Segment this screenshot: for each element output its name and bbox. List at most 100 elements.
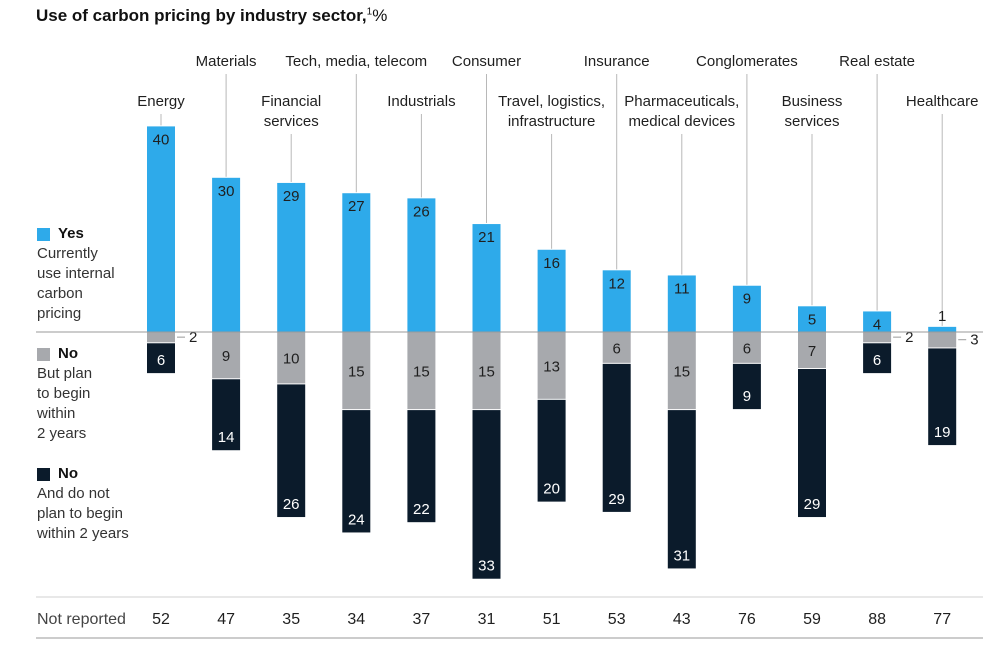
label-yes-1: 30 (218, 183, 235, 200)
category-label-7-line-0: Insurance (584, 53, 650, 70)
label-yes-8: 11 (674, 280, 690, 297)
category-label-6-line-1: infrastructure (508, 113, 596, 130)
not-reported-10: 59 (803, 611, 821, 628)
category-label-12-line-0: Healthcare (906, 93, 979, 110)
label-noplan-9: 9 (743, 388, 751, 405)
label-noplan-1: 14 (218, 429, 235, 446)
bar-plan-4 (407, 332, 436, 410)
label-noplan-11: 6 (873, 352, 881, 369)
legend-yes-head: Yes (58, 225, 84, 242)
label-plan-9: 6 (743, 340, 751, 357)
bar-yes-11 (863, 311, 892, 332)
bar-noplan-8 (667, 410, 696, 569)
bar-noplan-1 (212, 379, 241, 451)
bar-yes-0 (147, 126, 175, 333)
label-noplan-7: 29 (608, 491, 625, 508)
bar-yes-3 (342, 193, 371, 332)
legend-noplan-desc-1: And do not (37, 485, 110, 502)
legend-plan-desc-4: 2 years (37, 425, 87, 442)
category-label-0-line-0: Energy (137, 93, 185, 110)
label-plan-10: 7 (808, 343, 816, 360)
label-noplan-2: 26 (283, 496, 300, 513)
label-yes-6: 16 (543, 255, 560, 272)
label-yes-11: 4 (873, 316, 881, 333)
category-label-10-line-0: Business (782, 93, 843, 110)
category-label-5-line-0: Consumer (452, 53, 521, 70)
label-plan-7: 6 (613, 340, 621, 357)
bar-noplan-2 (277, 384, 306, 518)
category-label-2-line-1: services (264, 113, 319, 130)
label-yes-9: 9 (743, 291, 751, 308)
bar-plan-8 (667, 332, 696, 410)
not-reported-0: 52 (152, 611, 170, 628)
label-yes-0: 40 (153, 131, 170, 148)
category-label-2-line-0: Financial (261, 93, 321, 110)
legend-plan-desc-1: But plan (37, 365, 93, 382)
title-footnote: 1 (366, 6, 373, 18)
bar-plan-12 (928, 332, 957, 348)
label-noplan-10: 29 (804, 496, 821, 513)
not-reported-12: 77 (933, 611, 951, 628)
bar-plan-2 (277, 332, 306, 384)
bar-yes-12 (928, 326, 957, 332)
bar-yes-8 (667, 275, 696, 332)
bar-yes-4 (407, 198, 436, 332)
bar-noplan-11 (863, 343, 892, 374)
legend-plan-head: No (58, 345, 78, 362)
bar-yes-10 (798, 306, 826, 332)
legend-noplan-desc-3: within 2 years (37, 525, 129, 542)
title-text: Use of carbon pricing by industry sector… (36, 6, 367, 25)
category-label-6-line-0: Travel, logistics, (498, 93, 605, 110)
bar-noplan-4 (407, 410, 436, 523)
label-noplan-8: 31 (673, 547, 690, 564)
bar-yes-9 (732, 285, 761, 332)
label-plan-5: 15 (478, 364, 495, 381)
bar-plan-9 (732, 332, 761, 363)
label-noplan-4: 22 (413, 501, 430, 518)
legend-plan-desc-2: to begin (37, 385, 91, 402)
label-plan-2: 10 (283, 351, 300, 368)
not-reported-9: 76 (738, 611, 756, 628)
bar-yes-6 (537, 249, 566, 332)
not-reported-5: 31 (478, 611, 496, 628)
label-yes-3: 27 (348, 198, 365, 215)
not-reported-8: 43 (673, 611, 691, 628)
bar-noplan-9 (732, 363, 761, 410)
legend-plan: No But plan to begin within 2 years (37, 344, 92, 444)
legend-yes-desc-2: use internal (37, 265, 115, 282)
label-plan-12: 3 (970, 332, 978, 349)
not-reported-1: 47 (217, 611, 235, 628)
label-yes-4: 26 (413, 203, 430, 220)
label-plan-1: 9 (222, 348, 230, 365)
legend-noplan-swatch (37, 467, 50, 481)
label-noplan-0: 6 (157, 352, 165, 369)
bar-plan-10 (798, 332, 826, 368)
title-unit: % (372, 6, 388, 25)
legend-yes-desc-1: Currently (37, 245, 98, 262)
legend-plan-swatch (37, 347, 50, 361)
label-yes-7: 12 (608, 275, 625, 292)
category-label-8-line-0: Pharmaceuticals, (624, 93, 739, 110)
label-plan-6: 13 (543, 358, 560, 375)
label-noplan-3: 24 (348, 511, 365, 528)
category-label-3-line-0: Tech, media, telecom (285, 53, 427, 70)
not-reported-3: 34 (347, 611, 365, 628)
legend-yes-swatch (37, 227, 50, 241)
bar-yes-5 (472, 224, 501, 332)
not-reported-label: Not reported (37, 611, 126, 628)
chart-title: Use of carbon pricing by industry sector… (36, 6, 387, 26)
bar-plan-1 (212, 332, 241, 379)
bar-noplan-3 (342, 410, 371, 533)
bar-noplan-5 (472, 410, 501, 579)
bar-yes-2 (277, 182, 306, 332)
label-noplan-12: 19 (934, 424, 951, 441)
legend-yes-desc-3: carbon (37, 285, 83, 302)
label-yes-5: 21 (478, 229, 495, 246)
category-label-4-line-0: Industrials (387, 93, 455, 110)
bar-noplan-7 (602, 363, 631, 512)
bar-plan-11 (863, 332, 892, 343)
not-reported-2: 35 (282, 611, 300, 628)
label-plan-11: 2 (905, 329, 913, 346)
bar-noplan-0 (147, 343, 175, 374)
